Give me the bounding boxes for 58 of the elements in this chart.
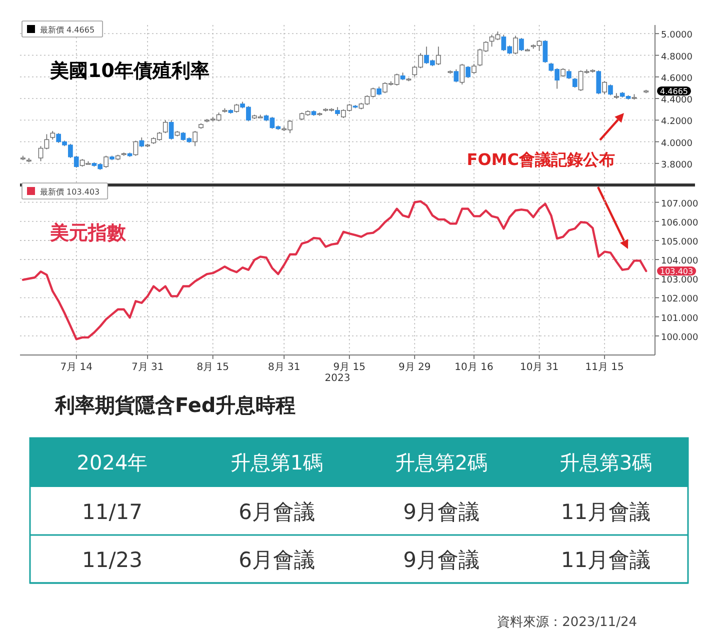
legend: 最新價 4.4665: [22, 20, 103, 38]
y-tick-label: 101.000: [661, 314, 698, 324]
candlestick: [104, 155, 108, 168]
annotation: FOMC會議記錄公布: [466, 150, 615, 169]
y-tick-label: 106.000: [661, 218, 698, 228]
text: 11月會議: [560, 500, 651, 524]
x-tick-label: 7月 14: [60, 362, 93, 373]
candlestick: [162, 120, 168, 134]
y-tick-label: 102.000: [661, 294, 698, 305]
x-tick-label: 11月 15: [585, 362, 624, 373]
candlestick: [192, 130, 198, 146]
candlestick: [460, 64, 465, 85]
category-label: 11/23: [82, 548, 143, 572]
text: 利率期貨隱含Fed升息時程: [54, 393, 296, 417]
y-tick-label: 103.000: [661, 276, 698, 286]
text: 4.4665: [660, 86, 688, 96]
x-tick-label: 9月 29: [398, 362, 431, 373]
y-tick-label: 4.6000: [661, 74, 693, 84]
candlestick: [436, 46, 441, 66]
y-tick-label: 105.000: [661, 237, 698, 248]
candlestick: [133, 140, 138, 156]
y-tick-label: 4.8000: [661, 52, 693, 62]
y-tick-label: 100.000: [661, 332, 698, 343]
x-tick-label: 8月 31: [268, 362, 300, 373]
y-tick-label: 4.4000: [661, 96, 693, 106]
y-tick-label: 3.8000: [661, 160, 693, 170]
category-label: 升息第3碼: [559, 450, 652, 474]
source-note: 資料來源：2023/11/24: [497, 615, 637, 630]
category-label: 2024年: [76, 450, 148, 474]
text: 11月會議: [560, 548, 651, 572]
y-tick-label: 4.2000: [661, 117, 693, 128]
legend: 最新價 103.403: [22, 182, 108, 200]
x-tick-label: 9月 15: [333, 362, 366, 373]
candlestick: [614, 92, 619, 99]
y-tick-label: 104.000: [661, 256, 698, 267]
text: 9月會議: [403, 500, 480, 524]
text: 美國10年債殖利率: [49, 60, 210, 82]
x-axis-title: 2023: [324, 373, 350, 384]
line-series: [22, 200, 648, 340]
text: 6月會議: [238, 548, 315, 572]
x-tick-label: 10月 31: [520, 362, 559, 373]
x-tick-label: 10月 16: [454, 362, 494, 373]
candlestick: [513, 35, 518, 55]
text: 美元指數: [49, 222, 127, 244]
text: 6月會議: [238, 500, 315, 524]
y-tick-label: 4.0000: [661, 138, 693, 149]
candlestick: [602, 80, 607, 95]
category-label: 升息第1碼: [230, 450, 324, 474]
x-tick-label: 7月 31: [131, 362, 164, 373]
y-tick-label: 107.000: [661, 199, 698, 210]
y-tick-label: 5.0000: [661, 30, 693, 41]
x-tick-label: 8月 15: [196, 362, 230, 373]
text: 103.403: [660, 267, 694, 276]
candlestick: [472, 64, 476, 74]
category-label: 升息第2碼: [394, 450, 488, 474]
category-label: 11/17: [82, 500, 143, 524]
text: 9月會議: [403, 548, 480, 572]
legend-label: 最新價 103.403: [40, 188, 100, 196]
